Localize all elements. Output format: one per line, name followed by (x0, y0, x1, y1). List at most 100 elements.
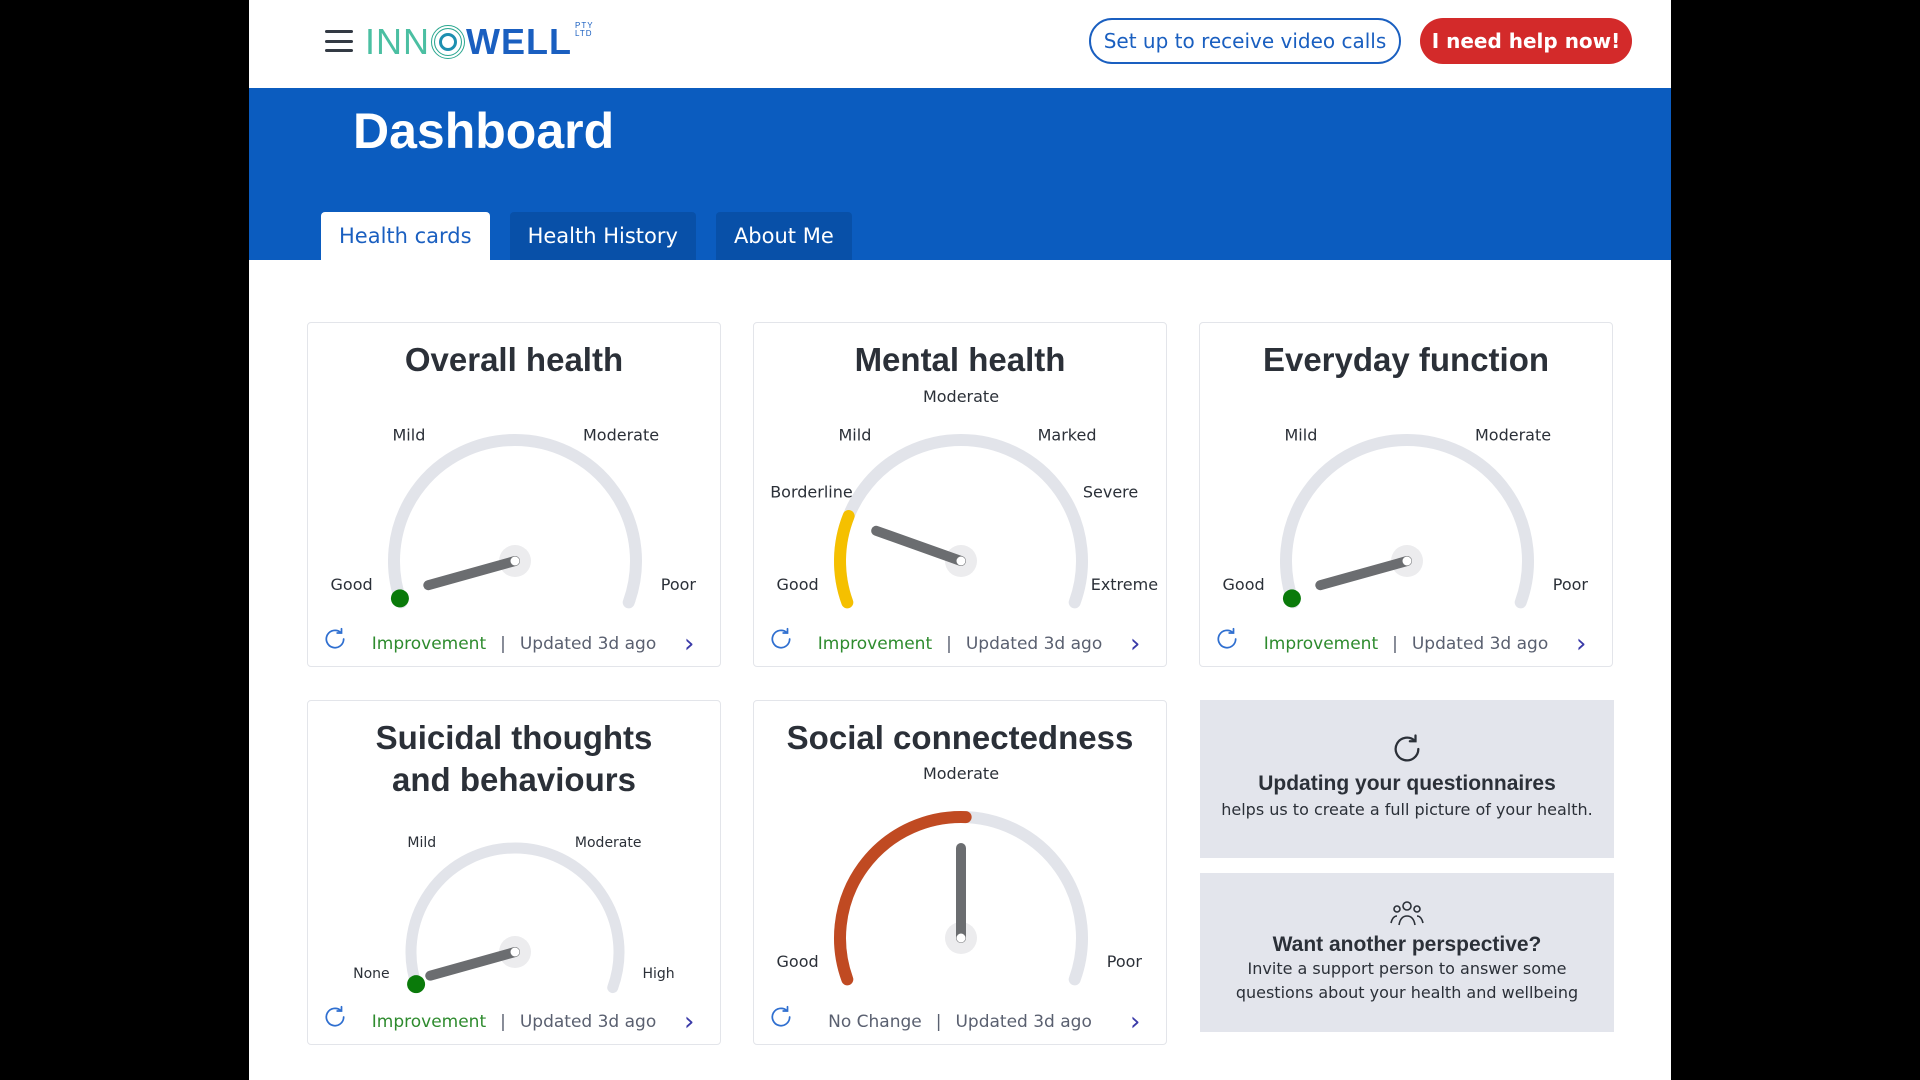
gauge-label: Moderate (923, 387, 999, 406)
card-title: Overall health (404, 341, 624, 378)
tab-bar: Health cards Health History About Me (321, 212, 852, 260)
gauge-score-dot (407, 975, 426, 994)
gauge-label: Borderline (770, 482, 853, 501)
gauge-hub-center (1402, 556, 1412, 566)
gauge-needle (871, 525, 966, 566)
refresh-icon[interactable] (322, 626, 348, 652)
setup-video-calls-button[interactable]: Set up to receive video calls (1089, 18, 1401, 64)
gauge-band-fill (834, 510, 855, 609)
gauge-label: High (642, 966, 674, 982)
trend-status: No Change (828, 1012, 922, 1032)
gauge-track (405, 842, 625, 994)
chevron-right-icon[interactable]: › (684, 1007, 695, 1037)
gauge-needle (425, 947, 520, 981)
chevron-right-icon[interactable]: › (1576, 629, 1587, 659)
top-header: INN WELL PTY LTD Set up to receive video ca… (249, 0, 1671, 88)
gauge-label: None (353, 966, 390, 982)
health-card-suicidal-thoughts-and-behaviours[interactable]: Suicidal thoughts and behaviours None Mild… (307, 700, 721, 1045)
gauge-score-dot (390, 589, 409, 608)
gauge-hub-center (510, 947, 520, 957)
card-footer: Improvement | Updated 3d ago › (308, 1004, 720, 1040)
gauge-track (388, 434, 642, 609)
gauge-label: Mild (407, 835, 436, 851)
card-footer: Improvement | Updated 3d ago › (1200, 626, 1612, 662)
gauge-label: Good (777, 575, 819, 594)
people-icon (1390, 901, 1424, 926)
gauge-label: Poor (1107, 952, 1143, 971)
tab-health-cards[interactable]: Health cards (321, 212, 490, 260)
refresh-icon[interactable] (1214, 626, 1240, 652)
separator: | (1392, 634, 1398, 654)
gauge-label: Moderate (1475, 426, 1551, 445)
refresh-icon[interactable] (768, 626, 794, 652)
separator: | (935, 1012, 942, 1032)
updated-time: Updated 3d ago (965, 634, 1103, 654)
gauge-label: Poor (1553, 575, 1589, 594)
gauge-track (834, 434, 1088, 609)
gauge-needle (423, 556, 520, 591)
trend-status: Improvement (817, 634, 933, 654)
refresh-icon[interactable] (768, 1004, 794, 1030)
gauge-label: Moderate (923, 764, 999, 783)
gauge: None Mild Moderate High (353, 835, 675, 994)
card-title: Suicidal thoughts and behaviours (375, 719, 653, 798)
need-help-now-button[interactable]: I need help now! (1420, 18, 1632, 64)
gauge-hub-center (956, 933, 966, 943)
info-title: Updating your questionnaires (1258, 772, 1556, 795)
separator: | (500, 1012, 506, 1032)
trend-status: Improvement (1263, 634, 1379, 654)
card-footer: Improvement | Updated 3d ago › (754, 626, 1166, 662)
card-title: Everyday function (1262, 341, 1550, 378)
chevron-right-icon[interactable]: › (684, 629, 695, 659)
gauge-label: Mild (393, 426, 426, 445)
health-card-mental-health[interactable]: Mental health Good Borderline Mild Moderate M… (753, 322, 1167, 667)
gauge-needle (1315, 556, 1412, 591)
invite-support-person-card[interactable]: Want another perspective? Invite a suppo… (1200, 873, 1614, 1032)
gauge: Good Moderate Poor (777, 764, 1143, 986)
tab-about-me[interactable]: About Me (715, 212, 852, 260)
dashboard-banner: Dashboard Health cards Health History Ab… (249, 88, 1671, 260)
gauge-track (1280, 434, 1534, 609)
hamburger-menu-icon[interactable] (325, 30, 353, 52)
info-text: helps us to create a full picture of you… (1221, 800, 1593, 819)
updated-time: Updated 3d ago (955, 1012, 1092, 1032)
separator: | (946, 634, 952, 654)
gauge-score-dot (1282, 589, 1301, 608)
gauge: Good Mild Moderate Poor (331, 426, 697, 609)
health-card-overall-health[interactable]: Overall health Good Mild Moderate Poor Impro… (307, 322, 721, 667)
updated-time: Updated 3d ago (519, 1012, 657, 1032)
health-card-everyday-function[interactable]: Everyday function Good Mild Moderate Poor Im… (1199, 322, 1613, 667)
card-title: Mental health (854, 341, 1066, 378)
gauge-label: Severe (1083, 482, 1138, 501)
card-footer: Improvement | Updated 3d ago › (308, 626, 720, 662)
trend-status: Improvement (371, 634, 487, 654)
updated-time: Updated 3d ago (1411, 634, 1549, 654)
gauge-label: Good (1223, 575, 1265, 594)
health-card-social-connectedness[interactable]: Social connectedness Good Moderate Poor No … (753, 700, 1167, 1045)
gauge-label: Mild (839, 426, 872, 445)
gauge-label: Good (331, 575, 373, 594)
refresh-icon (1394, 734, 1420, 762)
gauge-label: Moderate (583, 426, 659, 445)
separator: | (500, 634, 506, 654)
card-footer: No Change | Updated 3d ago › (754, 1004, 1166, 1040)
chevron-right-icon[interactable]: › (1130, 629, 1141, 659)
gauge-hub-center (510, 556, 520, 566)
info-text: Invite a support person to answer some q… (1235, 959, 1579, 1002)
gauge-label: Poor (661, 575, 697, 594)
chevron-right-icon[interactable]: › (1130, 1007, 1141, 1037)
gauge-label: Extreme (1091, 575, 1158, 594)
tab-health-history[interactable]: Health History (509, 212, 696, 260)
gauge-hub-center (956, 556, 966, 566)
updating-questionnaires-card[interactable]: Updating your questionnaires helps us to… (1200, 700, 1614, 858)
app-window: INN WELL PTY LTD Set up to receive video ca… (249, 0, 1671, 1080)
gauge-label: Marked (1038, 426, 1097, 445)
refresh-icon[interactable] (322, 1004, 348, 1030)
gauge: Good Borderline Mild Moderate Marked Severe Ex… (770, 387, 1158, 609)
gauge: Good Mild Moderate Poor (1223, 426, 1589, 609)
card-title: Social connectedness (786, 719, 1134, 756)
innowell-logo[interactable]: INN WELL PTY LTD (365, 21, 594, 62)
gauge-label: Good (777, 952, 819, 971)
trend-status: Improvement (371, 1012, 487, 1032)
gauge-label: Moderate (575, 835, 642, 851)
